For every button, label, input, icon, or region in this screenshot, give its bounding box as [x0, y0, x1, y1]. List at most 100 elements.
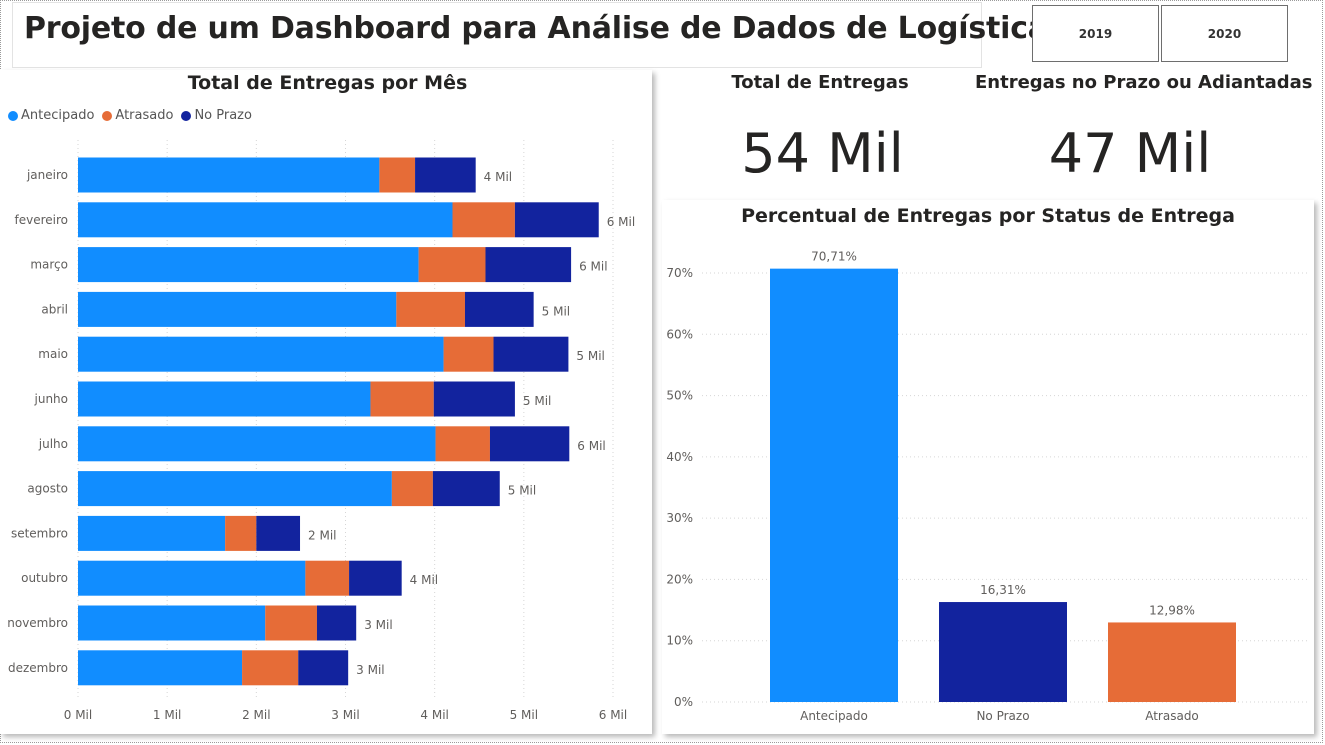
y-tick-label: 10% — [666, 634, 693, 648]
bar-total-label: 3 Mil — [356, 663, 384, 677]
x-category-label: Atrasado — [1145, 709, 1199, 723]
x-tick-label: 5 Mil — [510, 708, 538, 722]
bar-segment — [316, 605, 357, 641]
bar-data-label: 70,71% — [811, 250, 857, 264]
bar-segment — [78, 291, 397, 327]
legend-item-atrasado[interactable]: Atrasado — [102, 108, 173, 123]
x-category-label: Antecipado — [800, 709, 868, 723]
bar-segment — [443, 336, 494, 372]
bar-segment — [78, 336, 444, 372]
kpi-total-label: Total de Entregas — [731, 72, 909, 93]
x-tick-label: 0 Mil — [64, 708, 92, 722]
bar-segment — [256, 515, 301, 551]
y-tick-label: 60% — [666, 327, 693, 341]
bar-data-label: 12,98% — [1149, 603, 1195, 617]
y-category-label: maio — [38, 347, 68, 361]
bar-total-label: 6 Mil — [607, 215, 635, 229]
legend-label: Antecipado — [21, 108, 95, 123]
legend-label: No Prazo — [194, 108, 252, 123]
y-category-label: setembro — [11, 526, 68, 540]
bar-segment — [514, 202, 599, 238]
bar-total-label: 4 Mil — [410, 573, 438, 587]
y-category-label: outubro — [21, 571, 68, 585]
bar-segment — [391, 471, 433, 507]
y-tick-label: 40% — [666, 450, 693, 464]
bar-segment — [78, 157, 380, 193]
x-category-label: No Prazo — [976, 709, 1029, 723]
bar-total-label: 5 Mil — [576, 349, 604, 363]
status-bar — [1108, 622, 1236, 702]
title-box: Projeto de um Dashboard para Análise de … — [12, 2, 1048, 68]
bar-segment — [433, 381, 515, 417]
kpi-total-value: 54 Mil — [741, 122, 904, 185]
y-tick-label: 50% — [666, 389, 693, 403]
y-category-label: dezembro — [8, 661, 68, 675]
x-tick-label: 3 Mil — [331, 708, 359, 722]
y-category-label: fevereiro — [15, 213, 69, 227]
x-tick-label: 1 Mil — [153, 708, 181, 722]
monthly-chart-legend: Antecipado Atrasado No Prazo — [8, 108, 260, 123]
y-tick-label: 30% — [666, 511, 693, 525]
bar-segment — [452, 202, 515, 238]
bar-segment — [349, 560, 402, 596]
y-category-label: junho — [34, 392, 69, 406]
bar-total-label: 3 Mil — [364, 618, 392, 632]
status-bar — [939, 602, 1067, 702]
bar-segment — [78, 426, 436, 462]
bar-segment — [435, 426, 490, 462]
bar-segment — [265, 605, 317, 641]
bar-segment — [78, 471, 392, 507]
bar-total-label: 5 Mil — [523, 394, 551, 408]
bar-segment — [432, 471, 500, 507]
y-tick-label: 70% — [666, 266, 693, 280]
bar-segment — [370, 381, 434, 417]
legend-dot-icon — [102, 110, 113, 121]
bar-segment — [305, 560, 350, 596]
legend-item-antecipado[interactable]: Antecipado — [8, 108, 94, 123]
bar-segment — [493, 336, 569, 372]
bar-segment — [418, 247, 486, 283]
bar-segment — [485, 247, 572, 283]
bar-segment — [242, 650, 299, 686]
year-2020-button[interactable]: 2020 — [1161, 5, 1288, 62]
bar-segment — [225, 515, 257, 551]
x-tick-label: 6 Mil — [599, 708, 627, 722]
bar-segment — [464, 291, 534, 327]
status-bar-chart[interactable]: 0% 10% 20% 30% 40% 50% 60% 70% 70,71% Antecipado 1… — [662, 240, 1312, 730]
bar-segment — [78, 247, 419, 283]
kpi-ontime-value: 47 Mil — [1048, 122, 1212, 185]
bar-total-label: 2 Mil — [308, 528, 336, 542]
bar-segment — [78, 560, 306, 596]
y-category-label: novembro — [7, 616, 68, 630]
legend-dot-icon — [8, 110, 18, 121]
bar-data-label: 16,31% — [980, 583, 1026, 597]
y-tick-label: 20% — [666, 572, 693, 586]
monthly-bar-chart[interactable]: 0 Mil 1 Mil 2 Mil 3 Mil 4 Mil 5 Mil 6 Mil janei… — [0, 130, 650, 730]
y-category-label: março — [30, 258, 68, 272]
year-2019-button[interactable]: 2019 — [1032, 5, 1159, 62]
legend-item-no-prazo[interactable]: No Prazo — [181, 108, 252, 123]
bar-segment — [396, 291, 465, 327]
bar-segment — [489, 426, 570, 462]
bar-segment — [78, 650, 243, 686]
bar-segment — [78, 515, 226, 551]
bar-segment — [415, 157, 476, 193]
bar-segment — [298, 650, 349, 686]
bar-total-label: 6 Mil — [577, 439, 605, 453]
bar-segment — [379, 157, 416, 193]
bar-segment — [78, 605, 266, 641]
bar-total-label: 4 Mil — [484, 170, 512, 184]
page-title: Projeto de um Dashboard para Análise de … — [24, 11, 1048, 46]
y-category-label: abril — [41, 302, 68, 316]
bar-total-label: 5 Mil — [542, 304, 570, 318]
legend-label: Atrasado — [115, 108, 174, 123]
monthly-chart-title: Total de Entregas por Mês — [187, 72, 468, 94]
y-category-label: agosto — [27, 482, 68, 496]
x-tick-label: 4 Mil — [420, 708, 448, 722]
y-tick-label: 0% — [674, 695, 693, 709]
kpi-ontime-label: Entregas no Prazo ou Adiantadas — [975, 72, 1313, 93]
y-category-label: janeiro — [26, 168, 68, 182]
bar-segment — [78, 202, 453, 238]
bar-segment — [78, 381, 371, 417]
status-bar — [770, 268, 898, 702]
